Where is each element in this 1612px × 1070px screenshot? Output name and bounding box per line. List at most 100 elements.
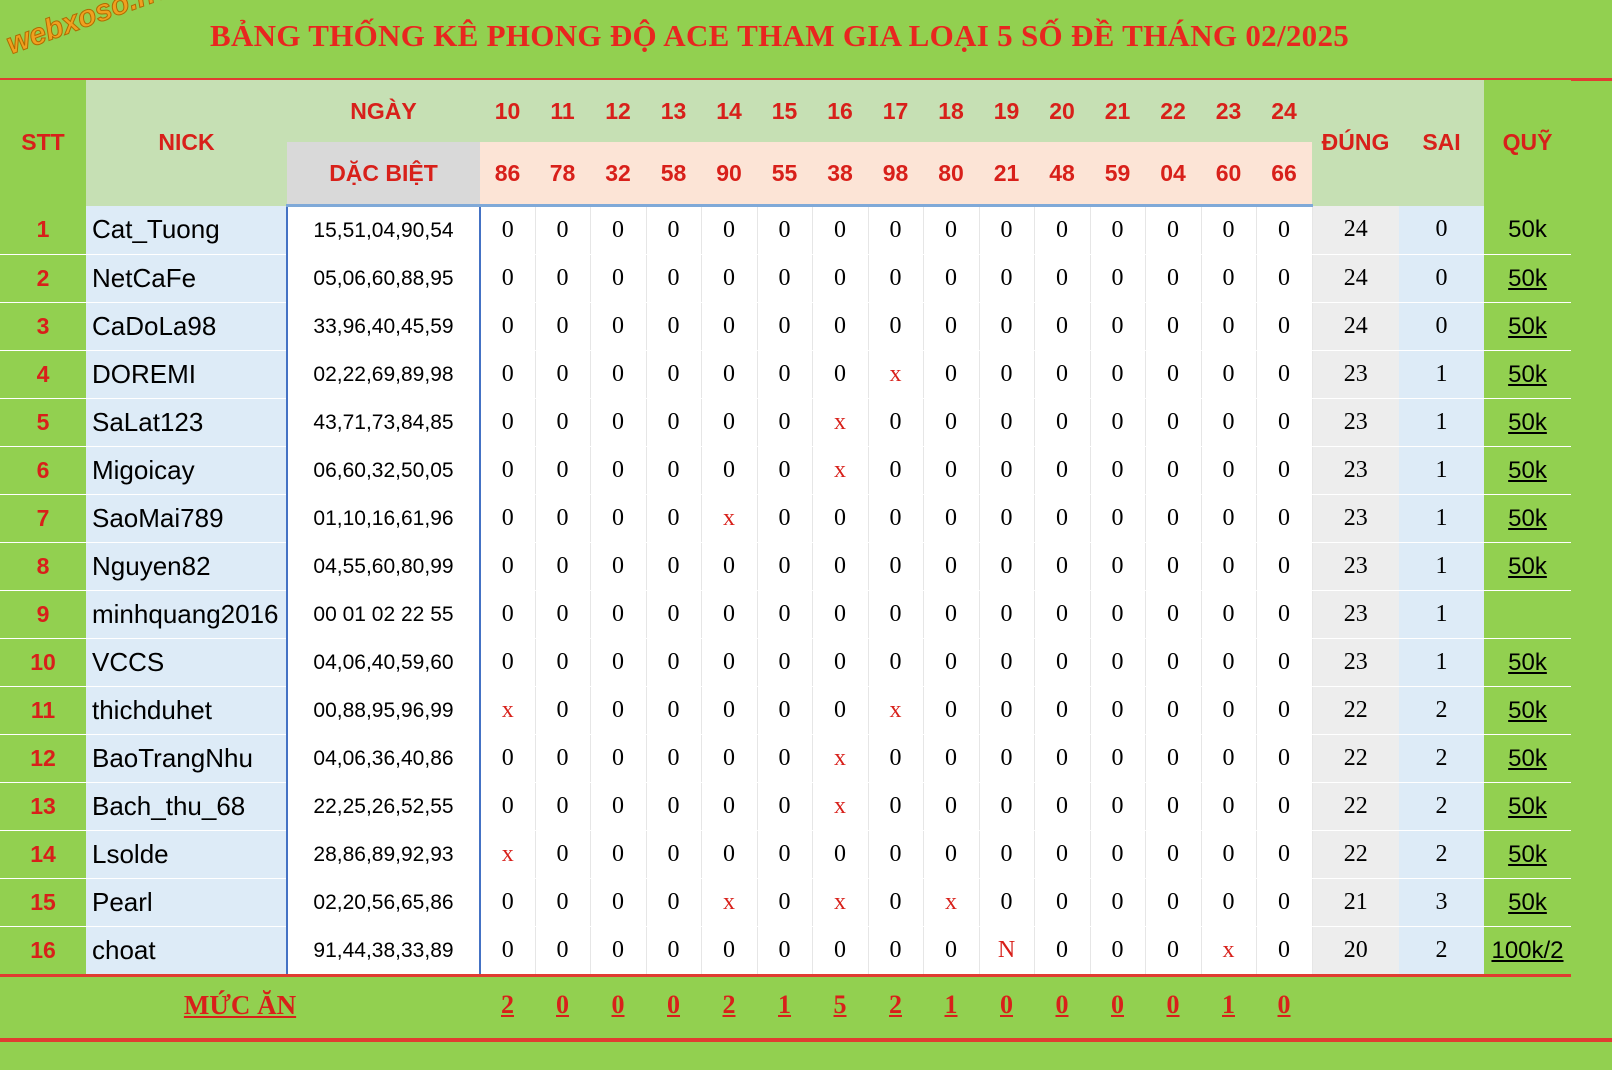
stats-table: STT NICK NGÀY 10 11 12 13 14 15 16 17 18 19 20 21 22…	[0, 80, 1571, 1033]
row-sai: 1	[1399, 398, 1484, 447]
row-day-mark: 0	[1034, 830, 1091, 879]
row-dung: 20	[1312, 926, 1399, 976]
row-day-mark: 0	[1256, 734, 1313, 783]
row-day-mark: 0	[923, 926, 980, 976]
row-day-mark: 0	[923, 398, 980, 447]
table-row: 16 choat 91,44,38,33,89 0 0 0 0 0 0 0 0 0 N 0 0 0 x 0 20 2 1…	[0, 926, 1571, 976]
row-day-mark: 0	[868, 878, 924, 927]
header-special-number: 98	[868, 142, 923, 207]
row-day-mark: 0	[1201, 205, 1257, 255]
row-day-mark: 0	[1201, 686, 1257, 735]
row-day-mark: 0	[535, 686, 591, 735]
row-quy: 50k	[1484, 398, 1571, 447]
row-day-mark: x	[868, 350, 924, 399]
row-day-mark: 0	[535, 878, 591, 927]
row-dung: 22	[1312, 782, 1399, 831]
row-day-mark: 0	[812, 638, 869, 687]
row-day-mark: 0	[1034, 350, 1091, 399]
quy-link[interactable]: 50k	[1508, 504, 1547, 532]
header-special-number: 86	[480, 142, 535, 207]
quy-link[interactable]: 100k/2	[1491, 936, 1564, 964]
header-special-number: 48	[1034, 142, 1090, 207]
row-stt: 5	[0, 398, 86, 447]
quy-link[interactable]: 50k	[1508, 840, 1547, 868]
header-special-number: 59	[1090, 142, 1145, 207]
row-day-mark: 0	[1256, 254, 1313, 303]
row-quy: 50k	[1484, 638, 1571, 687]
row-day-mark: 0	[1256, 398, 1313, 447]
row-stt: 4	[0, 350, 86, 399]
quy-link[interactable]: 50k	[1508, 408, 1547, 436]
row-sai: 3	[1399, 878, 1484, 927]
row-numbers: 02,20,56,65,86	[286, 878, 481, 927]
row-day-mark: 0	[979, 782, 1035, 831]
row-day-mark: 0	[480, 542, 536, 591]
row-nick: Cat_Tuong	[86, 205, 287, 255]
row-day-mark: 0	[1145, 830, 1202, 879]
table-row: 13 Bach_thu_68 22,25,26,52,55 0 0 0 0 0 0 x 0 0 0 0 0 0…	[0, 782, 1571, 831]
row-day-mark: 0	[812, 686, 869, 735]
row-day-mark: 0	[701, 686, 758, 735]
row-day-mark: 0	[1034, 926, 1091, 976]
row-day-mark: 0	[646, 205, 702, 255]
row-day-mark: 0	[646, 734, 702, 783]
row-day-mark: 0	[1256, 782, 1313, 831]
row-day-mark: 0	[868, 638, 924, 687]
row-day-mark: 0	[480, 205, 536, 255]
row-day-mark: 0	[701, 590, 758, 639]
row-day-mark: 0	[923, 542, 980, 591]
row-day-mark: 0	[535, 590, 591, 639]
row-quy: 50k	[1484, 878, 1571, 927]
row-day-mark: 0	[1256, 686, 1313, 735]
row-day-mark: 0	[480, 782, 536, 831]
quy-link[interactable]: 50k	[1508, 696, 1547, 724]
header-special-number: 80	[923, 142, 979, 207]
row-day-mark: x	[812, 446, 869, 495]
quy-link[interactable]: 50k	[1508, 888, 1547, 916]
row-day-mark: 0	[1256, 446, 1313, 495]
row-day-mark: 0	[868, 446, 924, 495]
footer-value: 2	[868, 974, 923, 1033]
row-numbers: 43,71,73,84,85	[286, 398, 481, 447]
row-day-mark: 0	[812, 542, 869, 591]
row-day-mark: 0	[1145, 254, 1202, 303]
row-day-mark: 0	[757, 830, 813, 879]
quy-link[interactable]: 50k	[1508, 264, 1547, 292]
row-sai: 2	[1399, 734, 1484, 783]
quy-link[interactable]: 50k	[1508, 552, 1547, 580]
footer-value: 0	[535, 974, 590, 1033]
row-day-mark: 0	[590, 494, 647, 543]
table-row: 9 minhquang2016 00 01 02 22 55 0 0 0 0 0 0 0 0 0 0 0 0…	[0, 590, 1571, 639]
quy-link[interactable]: 50k	[1508, 456, 1547, 484]
header-day: 21	[1090, 80, 1145, 142]
quy-link[interactable]: 50k	[1508, 648, 1547, 676]
row-day-mark: 0	[1034, 254, 1091, 303]
title-bar: webxoso.net BẢNG THỐNG KÊ PHONG ĐỘ ACE T…	[0, 0, 1612, 81]
row-day-mark: 0	[757, 686, 813, 735]
row-day-mark: 0	[590, 878, 647, 927]
quy-link[interactable]: 50k	[1508, 792, 1547, 820]
row-day-mark: 0	[480, 638, 536, 687]
row-dung: 23	[1312, 638, 1399, 687]
row-day-mark: 0	[480, 878, 536, 927]
table-row: 14 Lsolde 28,86,89,92,93 x 0 0 0 0 0 0 0 0 0 0 0 0 0 0 22 2…	[0, 830, 1571, 879]
row-quy: 50k	[1484, 494, 1571, 543]
header-quy: QUỸ	[1484, 80, 1571, 206]
row-day-mark: 0	[979, 638, 1035, 687]
quy-link[interactable]: 50k	[1508, 744, 1547, 772]
row-day-mark: 0	[757, 302, 813, 351]
row-day-mark: 0	[812, 590, 869, 639]
row-day-mark: 0	[923, 782, 980, 831]
row-day-mark: 0	[1145, 302, 1202, 351]
row-day-mark: 0	[979, 494, 1035, 543]
quy-link[interactable]: 50k	[1508, 312, 1547, 340]
row-day-mark: 0	[590, 254, 647, 303]
quy-link[interactable]: 50k	[1508, 360, 1547, 388]
header-day: 18	[923, 80, 979, 142]
row-day-mark: 0	[757, 590, 813, 639]
row-quy: 50k	[1484, 686, 1571, 735]
row-day-mark: 0	[1145, 398, 1202, 447]
row-day-mark: 0	[1145, 590, 1202, 639]
row-day-mark: N	[979, 926, 1035, 976]
